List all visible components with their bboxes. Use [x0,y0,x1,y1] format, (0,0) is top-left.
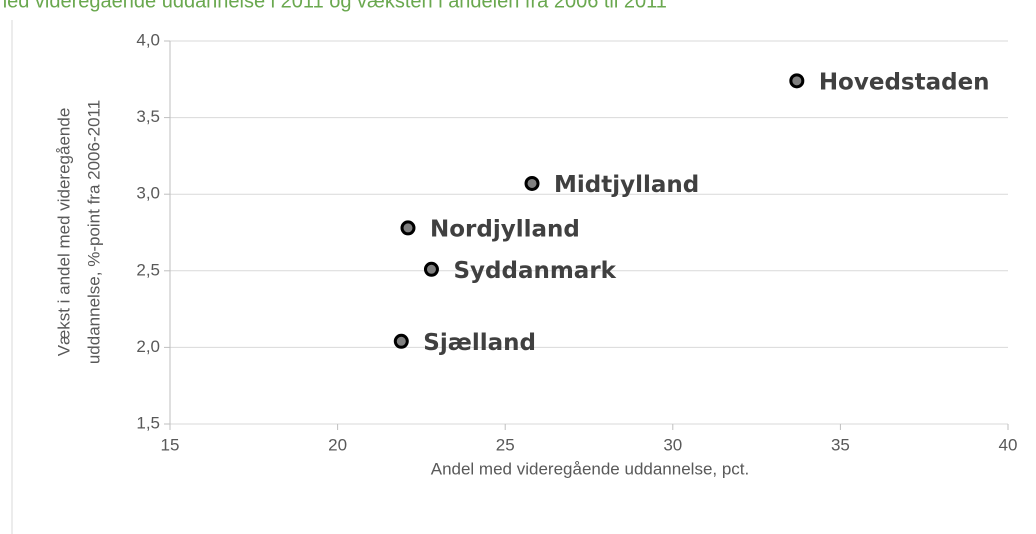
point-label: Midtjylland [554,172,699,198]
y-axis-label-line: uddannelse, %-point fra 2006-2011 [84,100,103,364]
y-tick-label: 4,0 [136,30,160,49]
point [423,261,439,277]
y-axis-label: Vækst i andel med videregående uddannels… [54,100,103,364]
point-label: Syddanmark [453,258,616,284]
point [789,73,805,89]
y-tick-label: 3,0 [136,184,160,203]
point [400,220,416,236]
x-tick-label: 15 [161,435,180,454]
x-tick-label: 20 [328,435,347,454]
y-tick-label: 1,5 [136,413,160,432]
point-label: Sjælland [423,330,536,356]
x-axis-label: Andel med videregående uddannelse, pct. [431,459,750,478]
x-tick-label: 40 [999,435,1018,454]
point-label: Hovedstaden [819,69,990,95]
chart-title: ned videregående uddannelse i 2011 og væ… [0,0,667,12]
y-tick-label: 2,5 [136,260,160,279]
y-axis-label-line: Vækst i andel med videregående [54,108,73,357]
x-tick-label: 30 [663,435,682,454]
point [393,333,409,349]
point-label: Nordjylland [430,216,580,242]
x-tick-label: 35 [831,435,850,454]
point [524,175,540,191]
y-tick-label: 3,5 [136,107,160,126]
y-tick-label: 2,0 [136,337,160,356]
x-tick-label: 25 [496,435,515,454]
